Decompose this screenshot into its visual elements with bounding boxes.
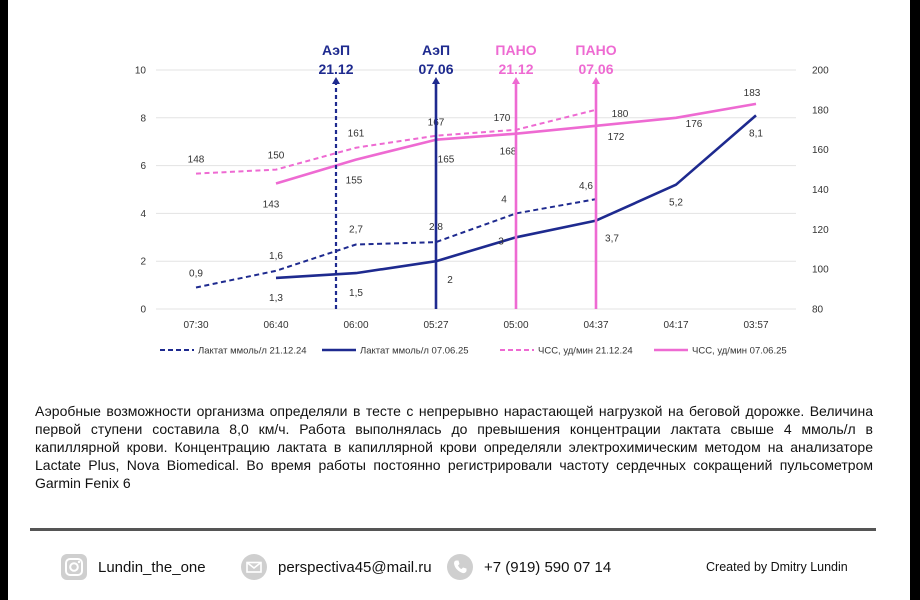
data-label: 1,6 bbox=[269, 251, 283, 262]
mail-icon bbox=[240, 553, 268, 581]
legend-label: Лактат ммоль/л 21.12.24 bbox=[198, 346, 307, 357]
data-label: 8,1 bbox=[749, 128, 763, 139]
data-label: 5,2 bbox=[669, 198, 683, 209]
data-label: 2,7 bbox=[349, 224, 363, 235]
x-axis-tick-label: 04:37 bbox=[583, 320, 608, 331]
data-label: 170 bbox=[494, 113, 511, 124]
data-label: 165 bbox=[438, 155, 455, 166]
phone-number[interactable]: +7 (919) 590 07 14 bbox=[484, 558, 612, 576]
phone-icon bbox=[446, 553, 474, 581]
data-label: 1,3 bbox=[269, 293, 283, 304]
threshold-name: ПАНО bbox=[495, 42, 536, 58]
series-line-3 bbox=[195, 108, 597, 175]
x-axis-tick-label: 03:57 bbox=[743, 320, 768, 331]
right-axis-tick-label: 120 bbox=[812, 225, 829, 236]
footer-divider bbox=[30, 528, 876, 531]
threshold-arrow bbox=[512, 77, 520, 84]
data-label: 176 bbox=[686, 119, 703, 130]
x-axis-tick-label: 07:30 bbox=[183, 320, 208, 331]
left-axis-tick-label: 0 bbox=[140, 305, 146, 316]
threshold-date: 21.12 bbox=[498, 61, 533, 77]
data-label: 183 bbox=[744, 88, 761, 99]
data-label: 180 bbox=[612, 109, 629, 120]
data-label: 148 bbox=[188, 155, 205, 166]
lactate-hr-chart: 0 2 4 6 8 10 80 100 120 140 160 180 200 07:30 06:40 06:… bbox=[135, 42, 829, 357]
threshold-date: 07.06 bbox=[578, 61, 613, 77]
phone-contact[interactable]: +7 (919) 590 07 14 bbox=[446, 552, 611, 582]
x-axis-tick-label: 05:27 bbox=[423, 320, 448, 331]
right-axis-tick-label: 80 bbox=[812, 305, 824, 316]
data-label: 0,9 bbox=[189, 268, 203, 279]
right-axis-tick-label: 160 bbox=[812, 145, 829, 156]
description-text: Аэробные возможности организма определял… bbox=[35, 403, 873, 491]
left-axis-tick-label: 10 bbox=[135, 66, 147, 77]
x-axis-tick-label: 06:40 bbox=[263, 320, 288, 331]
legend-label: ЧСС, уд/мин 21.12.24 bbox=[538, 346, 633, 357]
left-axis-tick-label: 8 bbox=[140, 113, 146, 124]
credit-text: Created by Dmitry Lundin bbox=[706, 560, 848, 574]
threshold-arrow bbox=[332, 77, 340, 84]
data-label: 2 bbox=[447, 275, 453, 286]
left-axis-tick-label: 2 bbox=[140, 257, 146, 268]
threshold-name: ПАНО bbox=[575, 42, 616, 58]
threshold-name: АэП bbox=[322, 42, 350, 58]
left-axis-tick-label: 4 bbox=[140, 209, 146, 220]
right-axis-tick-label: 140 bbox=[812, 185, 829, 196]
data-label: 161 bbox=[348, 129, 365, 140]
x-axis-tick-label: 06:00 bbox=[343, 320, 368, 331]
right-axis-tick-label: 100 bbox=[812, 265, 829, 276]
data-label: 3,7 bbox=[605, 234, 619, 245]
left-axis-tick-label: 6 bbox=[140, 161, 146, 172]
x-axis-tick-label: 05:00 bbox=[503, 320, 528, 331]
legend-label: Лактат ммоль/л 07.06.25 bbox=[360, 346, 469, 357]
data-label: 1,5 bbox=[349, 288, 363, 299]
data-label: 4 bbox=[501, 194, 507, 205]
credit: Created by Dmitry Lundin bbox=[706, 552, 848, 582]
instagram-icon bbox=[60, 553, 88, 581]
threshold-date: 07.06 bbox=[418, 61, 453, 77]
data-label: 143 bbox=[263, 200, 280, 211]
legend-label: ЧСС, уд/мин 07.06.25 bbox=[692, 346, 787, 357]
email-address[interactable]: perspectiva45@mail.ru bbox=[278, 558, 432, 576]
data-label: 172 bbox=[608, 132, 625, 143]
data-label: 4,6 bbox=[579, 181, 593, 192]
instagram-handle[interactable]: Lundin_the_one bbox=[98, 558, 206, 576]
x-axis-tick-label: 04:17 bbox=[663, 320, 688, 331]
right-axis-tick-label: 180 bbox=[812, 105, 829, 116]
email-contact[interactable]: perspectiva45@mail.ru bbox=[240, 552, 432, 582]
data-label: 155 bbox=[346, 176, 363, 187]
threshold-arrow bbox=[432, 77, 440, 84]
data-label: 3 bbox=[498, 236, 504, 247]
threshold-date: 21.12 bbox=[318, 61, 353, 77]
page: 0 2 4 6 8 10 80 100 120 140 160 180 200 07:30 06:40 06:… bbox=[8, 0, 910, 600]
instagram-contact[interactable]: Lundin_the_one bbox=[60, 552, 206, 582]
threshold-name: АэП bbox=[422, 42, 450, 58]
series-line-1 bbox=[195, 198, 597, 289]
data-label: 150 bbox=[268, 151, 285, 162]
threshold-arrow bbox=[592, 77, 600, 84]
data-label: 168 bbox=[500, 147, 517, 158]
right-axis-tick-label: 200 bbox=[812, 66, 829, 77]
